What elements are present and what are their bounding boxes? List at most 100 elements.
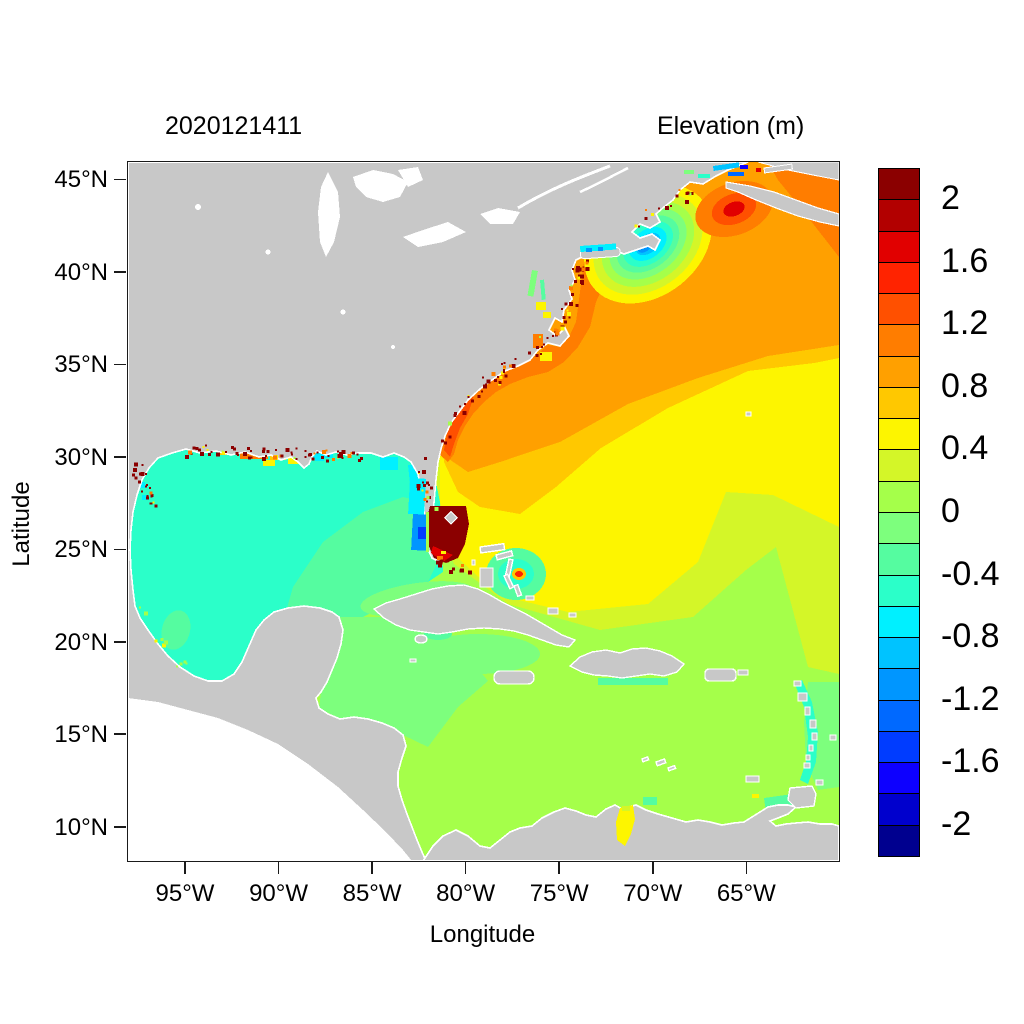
coastal-speckle	[225, 450, 228, 453]
island-margarita	[745, 775, 760, 783]
colorbar-tick-label: 0.4	[941, 429, 989, 468]
island-jamaica	[493, 670, 535, 685]
coastal-speckle	[569, 285, 574, 290]
coastal-speckle	[503, 370, 506, 373]
coastal-speckle	[528, 351, 531, 355]
coastal-speckle	[453, 413, 457, 417]
coastal-speckle	[145, 496, 149, 500]
island-long-island-bah	[513, 583, 523, 598]
colorbar-cell	[878, 480, 920, 513]
coastal-speckle	[502, 368, 505, 371]
colorbar-title: Elevation (m)	[657, 112, 805, 140]
colorbar-cell	[878, 449, 920, 482]
field-gulf-of-mexico	[128, 442, 443, 690]
island-turks	[568, 612, 577, 618]
colorbar-tick-label: -0.4	[941, 554, 1000, 593]
coastal-speckle	[452, 567, 456, 571]
x-tick-label: 80°W	[436, 880, 496, 907]
island-grand-bahama	[479, 542, 506, 554]
coastal-speckle	[421, 489, 424, 492]
coastal-speckle	[262, 447, 266, 451]
y-tick-mark	[114, 733, 126, 736]
coastal-speckle	[688, 192, 692, 196]
x-tick-label: 75°W	[529, 880, 589, 907]
elevation-map	[128, 162, 839, 861]
coastal-speckle	[644, 217, 648, 221]
coastal-speckle	[586, 259, 589, 263]
coastal-speckle	[459, 405, 461, 408]
apalachee-cyan	[380, 457, 398, 470]
island-guadeloupe	[797, 692, 808, 702]
coastal-speckle	[144, 473, 147, 476]
curacao-teal	[643, 797, 657, 805]
coastal-speckle	[290, 451, 293, 454]
coastal-speckle	[426, 495, 430, 499]
coastal-speckle	[575, 304, 579, 307]
coastal-speckle	[564, 302, 568, 306]
coastal-speckle	[321, 456, 325, 460]
coastal-speckle	[566, 309, 569, 312]
coastal-speckle	[311, 457, 315, 461]
coastal-speckle	[650, 213, 654, 217]
coastal-speckle	[570, 293, 574, 296]
coastal-speckle	[560, 308, 563, 310]
coastal-speckles	[132, 189, 694, 668]
coastal-speckle	[541, 346, 544, 349]
coastal-speckle	[481, 390, 484, 393]
coastal-speckle	[295, 457, 298, 460]
coastal-speckle	[262, 457, 267, 461]
island-grenadines	[805, 754, 811, 761]
coastal-speckle	[285, 448, 290, 453]
coastal-speckle	[536, 346, 540, 350]
coastal-speckle	[425, 500, 428, 503]
coastal-speckle	[237, 454, 240, 457]
y-tick-mark	[114, 456, 126, 458]
colorbar-cell	[878, 699, 920, 732]
coastal-speckle	[585, 261, 589, 265]
coastal-speckle	[184, 455, 189, 460]
island-andros	[479, 567, 494, 588]
colorbar-cell	[878, 637, 920, 670]
coastal-speckle	[577, 274, 581, 278]
colorbar-cell	[878, 793, 920, 826]
coastal-speckle	[195, 447, 199, 450]
coastal-speckle	[467, 394, 470, 397]
coastal-speckle	[154, 504, 158, 508]
coastal-speckle	[423, 457, 427, 461]
coastal-speckle	[274, 449, 277, 452]
coastal-speckle	[183, 660, 187, 664]
y-axis-title: Latitude	[8, 481, 35, 567]
x-tick-label: 70°W	[623, 880, 683, 907]
island-st-vincent	[808, 744, 814, 752]
chesapeake-details	[527, 270, 552, 361]
coastal-speckle	[477, 394, 481, 398]
y-tick-label: 35°N	[54, 351, 108, 379]
st-lawrence-branch	[579, 166, 629, 194]
island-cuba	[372, 584, 577, 648]
coastal-speckle	[425, 490, 429, 494]
colorbar-cell	[878, 512, 920, 545]
coastal-speckle	[438, 560, 443, 565]
coastal-speckle	[481, 376, 484, 379]
hispaniola-south-teal	[598, 678, 668, 685]
island-dominica	[804, 706, 811, 716]
coastal-speckle	[247, 447, 251, 451]
great-lakes	[195, 167, 520, 349]
coastal-speckle	[484, 383, 487, 386]
coastal-speckle	[235, 452, 239, 455]
coastal-speckle	[250, 449, 252, 452]
island-puerto-rico	[704, 668, 737, 682]
y-tick-mark	[114, 825, 126, 828]
isle-of-youth	[414, 634, 428, 644]
coastal-speckle	[243, 452, 248, 456]
coastal-speckle	[313, 452, 316, 455]
coastal-speckle	[546, 337, 549, 340]
coastal-speckle	[352, 451, 355, 455]
coastal-speckle	[143, 611, 148, 616]
coastal-speckle	[447, 421, 452, 426]
x-tick-mark	[745, 862, 748, 874]
coastal-speckle	[634, 224, 638, 228]
coastal-speckle	[163, 640, 168, 645]
coastal-speckle	[564, 320, 568, 324]
colorbar-cell	[878, 543, 920, 576]
